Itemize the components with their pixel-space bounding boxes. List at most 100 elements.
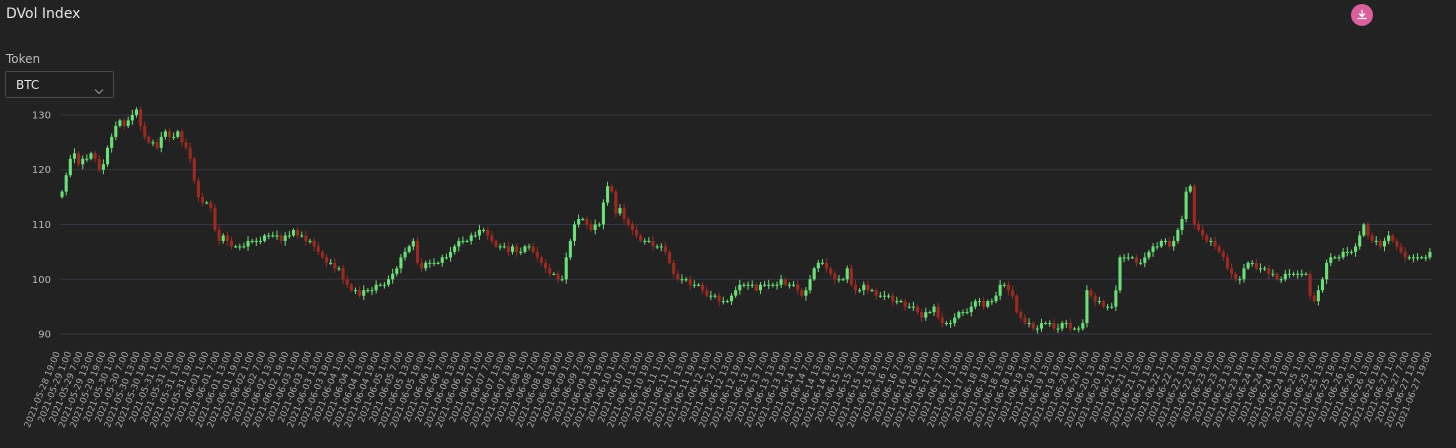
- candle-body: [696, 284, 701, 286]
- candle-body: [862, 284, 866, 291]
- candle-body: [1391, 235, 1395, 241]
- candle-body: [1225, 257, 1229, 269]
- candle-body: [378, 284, 382, 286]
- candle-body: [490, 235, 494, 241]
- candle-body: [833, 273, 837, 280]
- candle-body: [151, 142, 155, 144]
- token-select[interactable]: BTC: [5, 71, 114, 98]
- candle-body: [1064, 323, 1068, 325]
- candle-body: [399, 257, 403, 269]
- candle-body: [560, 279, 564, 281]
- candle-body: [953, 317, 957, 324]
- candle-body: [184, 142, 188, 148]
- candle-body: [143, 125, 147, 137]
- candle-body: [771, 284, 775, 286]
- candle-body: [577, 219, 581, 225]
- candle-body: [845, 268, 849, 280]
- candle-body: [800, 290, 804, 296]
- candle-body: [1358, 235, 1362, 247]
- candle-body: [411, 240, 415, 247]
- candle-body: [820, 262, 825, 264]
- candle-body: [1374, 240, 1378, 242]
- candle-body: [1019, 312, 1023, 318]
- candle-body: [1196, 224, 1201, 230]
- candle-body: [527, 246, 531, 248]
- candle-body: [610, 186, 614, 192]
- candle-body: [337, 268, 341, 270]
- candle-body: [1341, 251, 1345, 258]
- candle-body: [267, 235, 271, 237]
- candle-body: [461, 240, 465, 242]
- candle-body: [924, 312, 928, 318]
- candle-body: [1114, 290, 1118, 307]
- candle-body: [783, 279, 787, 285]
- candle-body: [333, 262, 337, 269]
- candle-body: [1246, 262, 1250, 269]
- candle-body: [564, 257, 568, 280]
- candle-body: [382, 284, 386, 286]
- candle-body: [750, 284, 754, 286]
- candle-body: [465, 240, 469, 242]
- candle-body: [167, 131, 172, 137]
- candle-body: [1056, 328, 1060, 330]
- candle-body: [1085, 290, 1089, 324]
- candle-body: [85, 158, 89, 160]
- candle-body: [1180, 219, 1184, 230]
- candle-body: [415, 240, 420, 263]
- candle-body: [420, 262, 424, 269]
- candle-body: [320, 251, 324, 258]
- candle-body: [279, 235, 283, 241]
- candle-body: [1320, 279, 1325, 291]
- candle-body: [370, 290, 374, 292]
- candle-body: [601, 202, 605, 225]
- download-icon: [1356, 6, 1368, 25]
- candle-body: [312, 240, 316, 247]
- candle-body: [1258, 268, 1263, 270]
- candle-body: [196, 180, 200, 198]
- candle-body: [192, 158, 196, 181]
- candle-body: [713, 295, 717, 297]
- candle-body: [291, 229, 296, 236]
- candle-body: [436, 262, 440, 264]
- candle-body: [362, 290, 366, 296]
- candle-body: [742, 284, 746, 286]
- candle-body: [1077, 328, 1081, 330]
- y-tick-label: 100: [32, 275, 51, 286]
- candle-body: [1312, 295, 1316, 302]
- candle-body: [915, 306, 920, 313]
- candle-body: [676, 273, 680, 280]
- candle-body: [134, 109, 139, 115]
- candle-body: [1378, 240, 1382, 247]
- candle-body: [688, 279, 692, 285]
- candle-body: [585, 219, 589, 225]
- candle-body: [1031, 323, 1035, 329]
- candle-body: [721, 301, 725, 303]
- candle-body: [1382, 240, 1387, 247]
- candle-body: [122, 120, 126, 126]
- candle-body: [1101, 301, 1106, 307]
- candle-body: [758, 284, 763, 291]
- candle-body: [1424, 257, 1428, 259]
- candle-body: [89, 153, 93, 159]
- candle-body: [523, 246, 527, 252]
- candle-body: [597, 224, 601, 226]
- candle-body: [891, 295, 895, 302]
- candle-body: [961, 312, 965, 314]
- candle-body: [1089, 290, 1093, 296]
- candle-body: [1296, 273, 1300, 275]
- candle-body: [738, 284, 742, 291]
- candle-body: [238, 246, 242, 248]
- download-button[interactable]: [1351, 4, 1373, 26]
- candle-body: [72, 153, 77, 159]
- candle-body: [263, 235, 267, 241]
- candle-body: [932, 306, 936, 313]
- candle-body: [754, 284, 758, 291]
- candle-body: [548, 268, 552, 274]
- candle-body: [672, 262, 676, 274]
- candle-body: [97, 158, 101, 170]
- candle-body: [287, 235, 291, 237]
- candle-body: [1333, 257, 1337, 259]
- candle-body: [895, 301, 899, 303]
- candle-body: [1254, 262, 1258, 269]
